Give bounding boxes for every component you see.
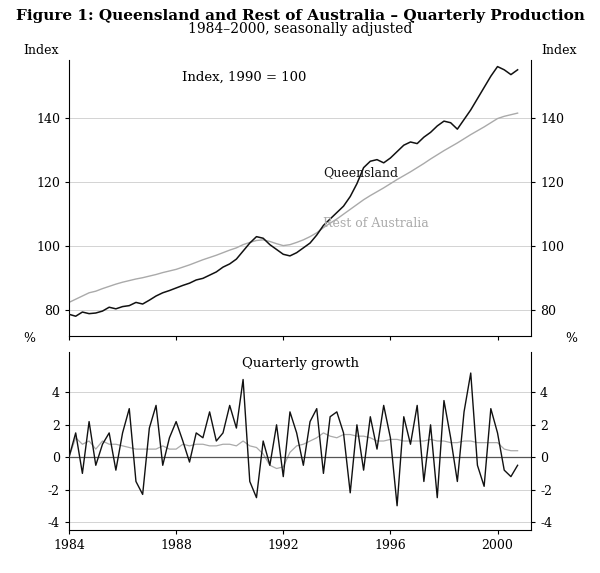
Text: Index, 1990 = 100: Index, 1990 = 100 <box>182 71 307 84</box>
Text: Index: Index <box>542 44 577 57</box>
Text: Queensland: Queensland <box>323 166 398 179</box>
Text: %: % <box>565 332 577 345</box>
Text: %: % <box>23 332 35 345</box>
Text: Figure 1: Queensland and Rest of Australia – Quarterly Production: Figure 1: Queensland and Rest of Austral… <box>16 9 584 22</box>
Text: Quarterly growth: Quarterly growth <box>241 358 359 370</box>
Text: Index: Index <box>23 44 58 57</box>
Text: 1984–2000, seasonally adjusted: 1984–2000, seasonally adjusted <box>188 22 412 36</box>
Text: Rest of Australia: Rest of Australia <box>323 217 429 230</box>
